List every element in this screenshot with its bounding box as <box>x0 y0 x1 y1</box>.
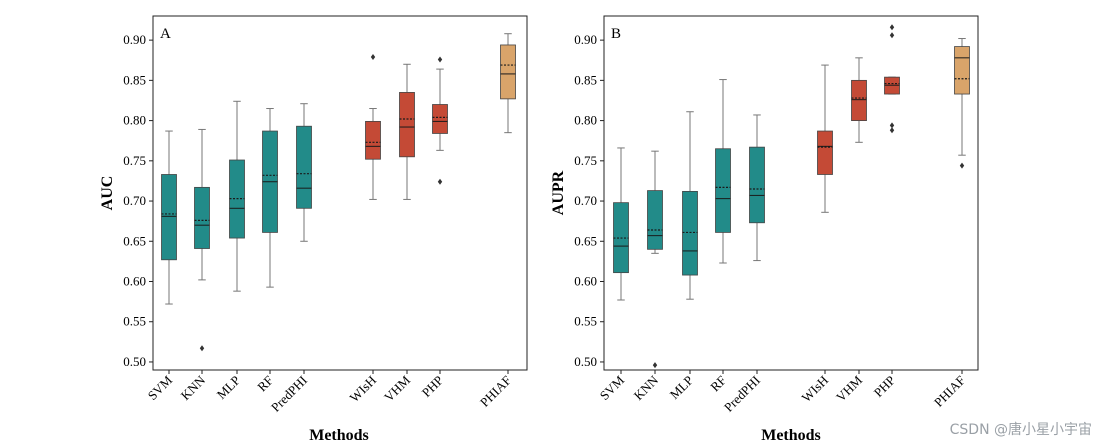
y-tick-label: 0.50 <box>574 354 597 369</box>
y-tick-label: 0.75 <box>123 153 146 168</box>
x-tick-label: SVM <box>597 372 628 403</box>
box-iqr <box>432 104 448 134</box>
outlier-point <box>437 56 443 63</box>
x-tick-label: RF <box>707 373 729 395</box>
x-tick-label: WIsH <box>799 373 832 406</box>
y-axis-title: AUC <box>99 176 116 211</box>
box-wish <box>817 64 833 213</box>
y-tick-label: 0.80 <box>574 113 597 128</box>
outlier-point <box>889 32 895 39</box>
y-tick-label: 0.60 <box>123 274 146 289</box>
y-tick-label: 0.70 <box>123 193 146 208</box>
box-mlp <box>682 111 698 300</box>
x-tick-label: RF <box>254 373 276 395</box>
x-tick-label: MLP <box>214 373 244 403</box>
box-phiaf <box>954 38 970 169</box>
outlier-point <box>889 127 895 134</box>
box-svm <box>613 147 629 301</box>
plot-frame <box>603 15 979 371</box>
box-iqr <box>749 146 765 224</box>
box-iqr <box>365 120 381 160</box>
outlier-point <box>889 122 895 129</box>
x-tick-label: VHM <box>381 372 413 404</box>
y-tick-label: 0.65 <box>123 233 146 248</box>
box-iqr <box>817 130 833 175</box>
x-axis-title: Methods <box>761 427 821 444</box>
panel-b: B 0.90 0.85 0.80 0.75 0.70 0.65 0.60 0.55 0.50 AUP… <box>550 15 979 444</box>
x-tick-label: PHIAF <box>931 373 968 410</box>
x-tick-label: VHM <box>833 372 865 404</box>
x-tick-label: SVM <box>145 372 176 403</box>
box-vhm <box>851 57 867 143</box>
box-vhm <box>399 63 415 200</box>
x-tick-label: PHIAF <box>477 373 514 410</box>
outlier-point <box>370 54 376 61</box>
box-iqr <box>161 174 177 261</box>
panel-label: A <box>160 26 171 42</box>
y-tick-label: 0.50 <box>123 354 146 369</box>
box-php <box>884 24 900 134</box>
panel-label: B <box>611 26 621 42</box>
y-tick-label: 0.55 <box>574 314 597 329</box>
panel-a: A 0.90 0.85 0.80 0.75 0.70 0.65 0.60 0.55 0.50 AUC… <box>99 15 528 444</box>
x-tick-label: KNN <box>631 372 662 403</box>
box-predphi <box>749 114 765 262</box>
box-svm <box>161 130 177 305</box>
box-predphi <box>296 103 312 242</box>
y-tick-label: 0.80 <box>123 113 146 128</box>
outlier-point <box>437 178 443 185</box>
x-tick-label: PredPHI <box>268 373 310 415</box>
y-tick-label: 0.70 <box>574 193 597 208</box>
x-tick-label: WIsH <box>347 373 380 406</box>
box-iqr <box>399 92 415 158</box>
box-rf <box>262 108 278 288</box>
plot-frame <box>152 15 528 371</box>
box-knn <box>647 150 663 369</box>
y-tick-label: 0.90 <box>574 32 597 47</box>
x-tick-label: MLP <box>667 373 697 403</box>
y-tick-label: 0.75 <box>574 153 597 168</box>
box-phiaf <box>500 33 516 134</box>
y-tick-label: 0.90 <box>123 32 146 47</box>
x-tick-label: PredPHI <box>721 373 763 415</box>
box-mlp <box>229 100 245 292</box>
y-tick-label: 0.60 <box>574 274 597 289</box>
box-rf <box>715 79 731 264</box>
x-tick-label: KNN <box>178 372 209 403</box>
watermark: CSDN @唐小星小宇宙 <box>949 422 1092 438</box>
y-tick-label: 0.55 <box>123 314 146 329</box>
box-iqr <box>647 190 663 250</box>
box-iqr <box>954 46 970 95</box>
y-tick-label: 0.85 <box>574 72 597 87</box>
box-iqr <box>851 79 867 121</box>
outlier-point <box>959 162 965 169</box>
x-axis-title: Methods <box>309 427 369 444</box>
box-iqr <box>500 44 516 100</box>
y-tick-label: 0.65 <box>574 233 597 248</box>
box-iqr <box>682 190 698 276</box>
outlier-point <box>652 362 658 369</box>
y-tick-label: 0.85 <box>123 72 146 87</box>
x-tick-label: PHP <box>419 373 446 400</box>
box-knn <box>194 128 210 352</box>
box-iqr <box>194 186 210 249</box>
box-php <box>432 56 448 185</box>
y-axis-title: AUPR <box>550 170 567 215</box>
x-tick-label: PHP <box>871 373 898 400</box>
box-iqr <box>296 125 312 209</box>
outlier-point <box>889 24 895 31</box>
outlier-point <box>199 345 205 352</box>
box-iqr <box>715 148 731 233</box>
box-wish <box>365 54 381 200</box>
